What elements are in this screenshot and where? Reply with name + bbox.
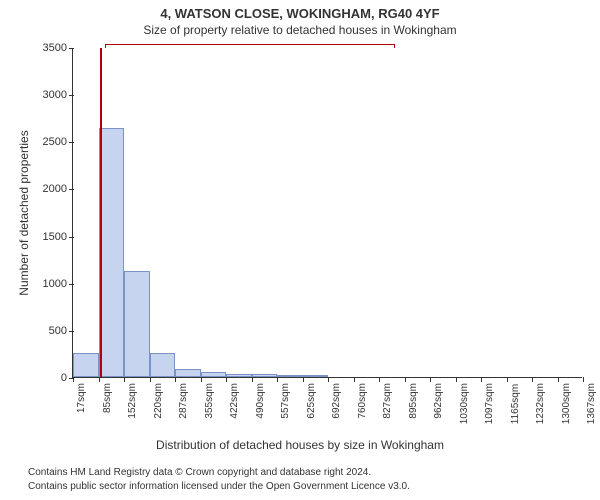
x-tick-label: 490sqm: [255, 383, 266, 419]
x-tick-mark: [507, 377, 508, 382]
x-tick-label: 692sqm: [331, 383, 342, 419]
x-tick-label: 355sqm: [204, 383, 215, 419]
histogram-bar: [175, 369, 201, 377]
footer-line1: Contains HM Land Registry data © Crown c…: [28, 466, 410, 480]
x-tick-label: 895sqm: [408, 383, 419, 419]
chart-title-line2: Size of property relative to detached ho…: [0, 23, 600, 37]
x-tick-mark: [303, 377, 304, 382]
x-tick-mark: [532, 377, 533, 382]
histogram-bar: [124, 271, 150, 377]
histogram-bar: [73, 353, 99, 378]
x-axis-label: Distribution of detached houses by size …: [0, 438, 600, 452]
x-tick-mark: [456, 377, 457, 382]
x-tick-label: 1367sqm: [586, 383, 597, 424]
x-tick-mark: [175, 377, 176, 382]
x-tick-label: 962sqm: [433, 383, 444, 419]
x-tick-label: 287sqm: [178, 383, 189, 419]
y-tick-label: 2000: [43, 183, 73, 195]
y-axis-label: Number of detached properties: [17, 130, 31, 295]
x-tick-mark: [252, 377, 253, 382]
x-tick-label: 220sqm: [153, 383, 164, 419]
x-tick-mark: [150, 377, 151, 382]
x-tick-mark: [354, 377, 355, 382]
x-tick-label: 827sqm: [382, 383, 393, 419]
x-tick-label: 422sqm: [229, 383, 240, 419]
chart-title-line1: 4, WATSON CLOSE, WOKINGHAM, RG40 4YF: [0, 6, 600, 21]
y-tick-label: 1000: [43, 278, 73, 290]
x-tick-mark: [73, 377, 74, 382]
subject-marker-line: [100, 48, 102, 377]
x-tick-label: 1165sqm: [510, 384, 521, 424]
x-tick-label: 85sqm: [102, 383, 113, 413]
histogram-bar: [150, 353, 175, 378]
x-tick-label: 760sqm: [357, 383, 368, 419]
histogram-bar: [277, 375, 303, 377]
histogram-bar: [226, 374, 252, 377]
x-tick-label: 152sqm: [127, 383, 138, 419]
y-tick-label: 2500: [43, 136, 73, 148]
x-tick-mark: [558, 377, 559, 382]
x-tick-mark: [328, 377, 329, 382]
x-tick-mark: [226, 377, 227, 382]
footer-line2: Contains public sector information licen…: [28, 480, 410, 494]
histogram-bar: [303, 375, 328, 377]
x-tick-label: 17sqm: [76, 383, 87, 413]
histogram-plot-area: 050010001500200025003000350017sqm85sqm15…: [72, 48, 582, 378]
x-tick-label: 625sqm: [306, 383, 317, 419]
y-tick-label: 500: [49, 325, 73, 337]
x-tick-mark: [481, 377, 482, 382]
y-tick-label: 3000: [43, 89, 73, 101]
y-tick-label: 3500: [43, 42, 73, 54]
x-tick-mark: [124, 377, 125, 382]
x-tick-mark: [277, 377, 278, 382]
x-tick-mark: [583, 377, 584, 382]
y-tick-label: 0: [61, 372, 73, 384]
y-tick-label: 1500: [43, 231, 73, 243]
x-tick-label: 557sqm: [280, 383, 291, 419]
x-tick-label: 1232sqm: [535, 383, 546, 424]
histogram-bar: [252, 374, 277, 377]
x-tick-mark: [405, 377, 406, 382]
x-tick-label: 1097sqm: [484, 383, 495, 424]
attribution-footer: Contains HM Land Registry data © Crown c…: [28, 466, 410, 493]
x-tick-mark: [379, 377, 380, 382]
x-tick-mark: [430, 377, 431, 382]
histogram-bar: [201, 372, 226, 377]
histogram-bar: [99, 128, 124, 377]
x-tick-mark: [99, 377, 100, 382]
x-tick-label: 1030sqm: [459, 383, 470, 424]
chart-title-block: 4, WATSON CLOSE, WOKINGHAM, RG40 4YF Siz…: [0, 0, 600, 37]
x-tick-mark: [201, 377, 202, 382]
x-tick-label: 1300sqm: [561, 383, 572, 424]
